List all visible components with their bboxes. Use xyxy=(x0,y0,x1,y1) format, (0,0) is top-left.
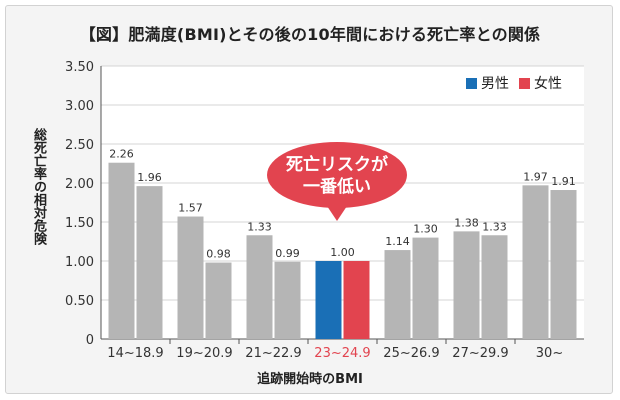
legend-item-male: 男性 xyxy=(466,73,509,93)
bar-female-4 xyxy=(412,237,439,339)
x-tick-label: 25~26.9 xyxy=(383,346,439,361)
callout-line-2: 一番低い xyxy=(303,177,371,197)
x-tick-label: 27~29.9 xyxy=(452,346,508,361)
callout-text: 死亡リスクが 一番低い xyxy=(268,154,406,198)
x-tick-label: 30~ xyxy=(536,346,563,361)
bar-female-5 xyxy=(481,235,508,339)
bar-male-3 xyxy=(315,261,342,339)
data-label: 2.26 xyxy=(109,148,134,161)
data-label: 1.33 xyxy=(482,220,507,233)
bar-male-1 xyxy=(177,216,204,339)
bar-female-2 xyxy=(274,261,301,339)
bar-male-0 xyxy=(108,162,135,339)
chart-title: 【図】肥満度(BMI)とその後の10年間における死亡率との関係 xyxy=(79,25,541,44)
y-tick-label: 1.00 xyxy=(65,255,94,270)
y-axis-label: 総死亡率の相対危険 xyxy=(31,128,46,245)
x-tick-label: 21~22.9 xyxy=(245,346,301,361)
y-tick-label: 0 xyxy=(86,333,94,348)
y-tick-label: 1.50 xyxy=(65,216,94,231)
bar-male-4 xyxy=(384,250,411,339)
data-label: 0.99 xyxy=(275,247,300,260)
legend-swatch-female xyxy=(519,77,530,89)
y-tick-label: 2.50 xyxy=(65,138,94,153)
data-label: 1.30 xyxy=(413,223,438,236)
legend-label-male: 男性 xyxy=(481,76,509,92)
bar-female-0 xyxy=(136,186,163,339)
callout-pointer xyxy=(325,203,349,221)
x-tick-label: 19~20.9 xyxy=(176,346,232,361)
data-label: 1.14 xyxy=(385,235,410,248)
bar-female-6 xyxy=(550,190,577,339)
bar-female-3 xyxy=(343,261,370,339)
data-label: 1.97 xyxy=(523,170,548,183)
y-tick-label: 3.50 xyxy=(65,60,94,75)
data-label: 1.96 xyxy=(137,171,162,184)
legend-swatch-male xyxy=(466,77,477,89)
data-label: 0.98 xyxy=(206,248,231,261)
bar-male-5 xyxy=(453,231,480,339)
callout-bubble xyxy=(267,142,407,208)
bar-female-1 xyxy=(205,262,232,339)
callout-line-1: 死亡リスクが xyxy=(286,155,388,175)
bar-male-2 xyxy=(246,235,273,339)
data-label-shared: 1.00 xyxy=(330,246,355,259)
x-tick-label: 23~24.9 xyxy=(314,346,370,361)
y-tick-label: 2.00 xyxy=(65,177,94,192)
legend: 男性 女性 xyxy=(466,73,572,93)
y-tick-label: 0.50 xyxy=(65,294,94,309)
legend-item-female: 女性 xyxy=(519,73,562,93)
data-label: 1.33 xyxy=(247,220,272,233)
data-label: 1.57 xyxy=(178,202,203,215)
x-tick-label: 14~18.9 xyxy=(107,346,163,361)
legend-label-female: 女性 xyxy=(534,76,562,92)
bar-male-6 xyxy=(522,185,549,339)
data-label: 1.91 xyxy=(551,175,576,188)
y-tick-label: 3.00 xyxy=(65,99,94,114)
data-label: 1.38 xyxy=(454,216,479,229)
x-axis-label: 追跡開始時のBMI xyxy=(257,372,363,387)
